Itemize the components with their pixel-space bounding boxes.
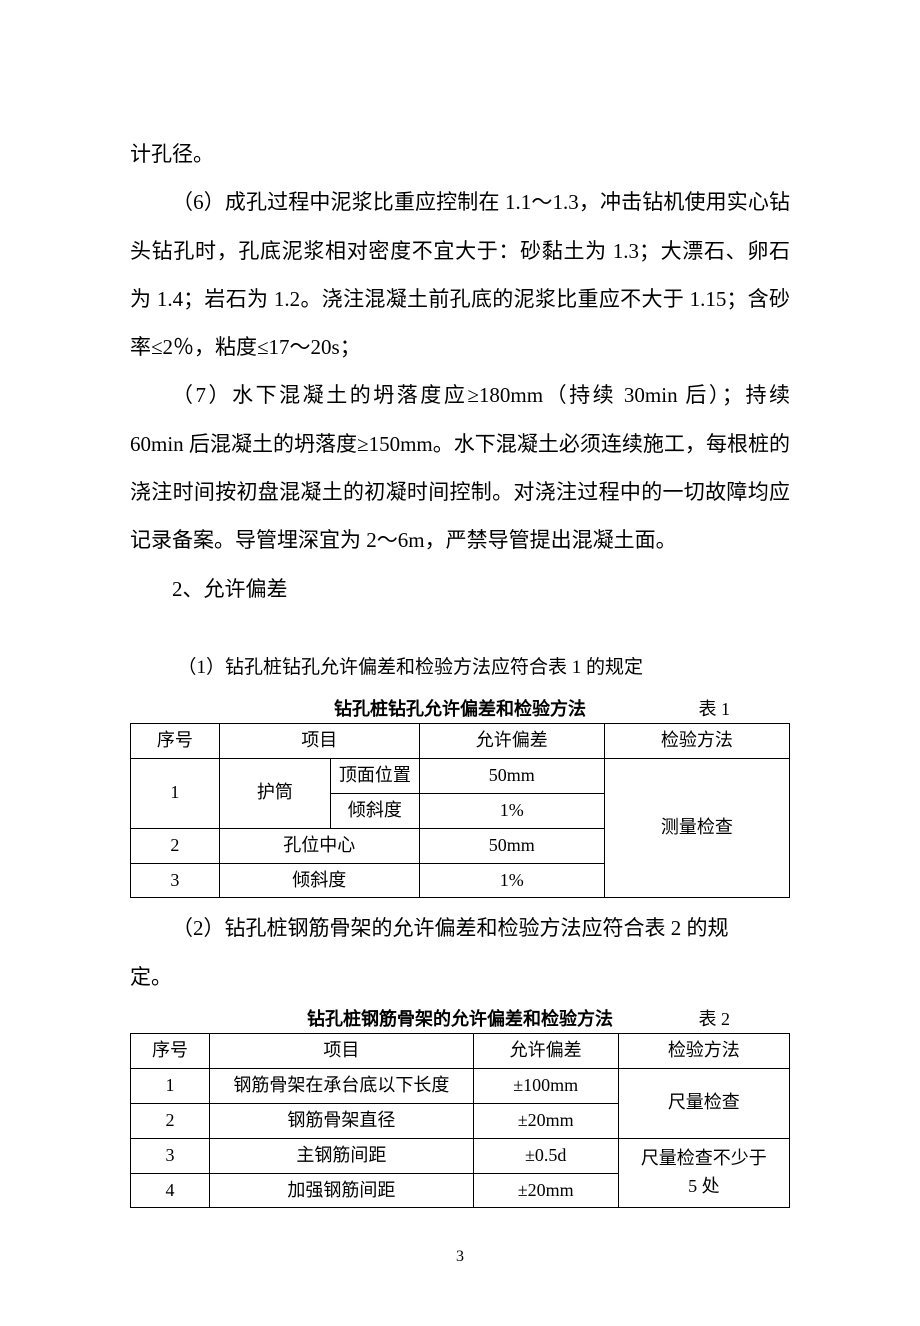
t2-method-1: 尺量检查 [618,1068,789,1138]
cell-dev-50b: 50mm [419,828,604,863]
table-row: 1 护筒 顶面位置 50mm 测量检查 [131,758,790,793]
t2-method-2-l1: 尺量检查不少于 [641,1148,767,1168]
table1-h-no: 序号 [131,723,220,758]
t2-dev-4: ±20mm [473,1173,618,1208]
cell-sub-top: 顶面位置 [330,758,419,793]
page-number: 3 [130,1248,790,1266]
section2-heading-l2: 定。 [130,953,790,1001]
cell-dev-1p: 1% [419,793,604,828]
t2-method-2: 尺量检查不少于 5 处 [618,1138,789,1208]
table-row: 序号 项目 允许偏差 检验方法 [131,723,790,758]
table2: 序号 项目 允许偏差 检验方法 1 钢筋骨架在承台底以下长度 ±100mm 尺量… [130,1033,790,1208]
table1: 序号 项目 允许偏差 检验方法 1 护筒 顶面位置 50mm 测量检查 倾斜度 … [130,723,790,898]
paragraph-6: （6）成孔过程中泥浆比重应控制在 1.1～1.3，冲击钻机使用实心钻头钻孔时，孔… [130,178,790,371]
table1-h-method: 检验方法 [604,723,789,758]
cell-method-measure: 测量检查 [604,758,789,898]
paragraph-7: （7）水下混凝土的坍落度应≥180mm（持续 30min 后）；持续 60min… [130,371,790,564]
t2-dev-3: ±0.5d [473,1138,618,1173]
table1-title-row: 钻孔桩钻孔允许偏差和检验方法 表 1 [130,695,790,721]
cell-no-3: 3 [131,863,220,898]
cell-hutong: 护筒 [219,758,330,828]
t2-no-1: 1 [131,1068,210,1103]
table1-h-item: 项目 [219,723,419,758]
t2-h-no: 序号 [131,1034,210,1069]
t2-dev-1: ±100mm [473,1068,618,1103]
paragraph-allow-dev: 2、允许偏差 [130,565,790,613]
table1-title: 钻孔桩钻孔允许偏差和检验方法 [334,695,586,721]
table-row: 序号 项目 允许偏差 检验方法 [131,1034,790,1069]
table2-label: 表 2 [699,1005,731,1031]
paragraph-0: 计孔径。 [130,130,790,178]
t2-dev-2: ±20mm [473,1103,618,1138]
t2-no-2: 2 [131,1103,210,1138]
t2-no-3: 3 [131,1138,210,1173]
t2-item-4: 加强钢筋间距 [210,1173,474,1208]
table-row: 3 主钢筋间距 ±0.5d 尺量检查不少于 5 处 [131,1138,790,1173]
table1-h-dev: 允许偏差 [419,723,604,758]
section1-heading: （1）钻孔桩钻孔允许偏差和检验方法应符合表 1 的规定 [130,649,790,687]
table2-title-row: 钻孔桩钢筋骨架的允许偏差和检验方法 表 2 [130,1005,790,1031]
t2-h-method: 检验方法 [618,1034,789,1069]
t2-h-dev: 允许偏差 [473,1034,618,1069]
t2-item-2: 钢筋骨架直径 [210,1103,474,1138]
t2-item-1: 钢筋骨架在承台底以下长度 [210,1068,474,1103]
t2-no-4: 4 [131,1173,210,1208]
t2-item-3: 主钢筋间距 [210,1138,474,1173]
cell-kongwei: 孔位中心 [219,828,419,863]
cell-tilt: 倾斜度 [219,863,419,898]
t2-method-2-l2: 5 处 [688,1176,720,1196]
table1-label: 表 1 [699,695,731,721]
cell-no-2: 2 [131,828,220,863]
cell-sub-tilt: 倾斜度 [330,793,419,828]
table2-title: 钻孔桩钢筋骨架的允许偏差和检验方法 [307,1005,613,1031]
cell-dev-50: 50mm [419,758,604,793]
cell-dev-1p-b: 1% [419,863,604,898]
table-row: 1 钢筋骨架在承台底以下长度 ±100mm 尺量检查 [131,1068,790,1103]
t2-h-item: 项目 [210,1034,474,1069]
section2-heading-l1: （2）钻孔桩钢筋骨架的允许偏差和检验方法应符合表 2 的规 [130,904,790,952]
cell-no-1: 1 [131,758,220,828]
